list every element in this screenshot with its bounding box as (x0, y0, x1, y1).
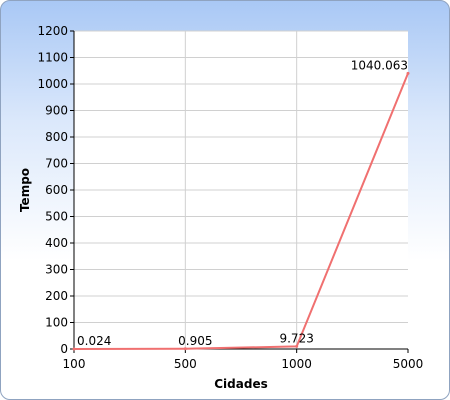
y-tick-label: 600 (45, 183, 68, 197)
y-tick-label: 900 (45, 104, 68, 118)
y-tick-label: 1000 (37, 77, 68, 91)
y-tick-label: 200 (45, 289, 68, 303)
data-label: 0.024 (77, 334, 111, 348)
data-labels: 0.024 0.905 9.723 1040.063 (77, 58, 408, 348)
data-point (72, 347, 76, 351)
y-axis-ticks: 0 100 200 300 400 500 600 700 800 900 1000 1100 1200 (37, 24, 74, 356)
data-point (406, 71, 410, 75)
x-tick-label: 100 (63, 357, 86, 371)
y-tick-label: 700 (45, 157, 68, 171)
y-tick-label: 800 (45, 130, 68, 144)
x-axis-title: Cidades (214, 377, 267, 391)
y-tick-label: 1100 (37, 51, 68, 65)
grid-lines (74, 30, 408, 349)
y-tick-label: 500 (45, 210, 68, 224)
data-label: 1040.063 (351, 58, 408, 72)
x-tick-label: 500 (174, 357, 197, 371)
data-label: 0.905 (178, 334, 212, 348)
data-point (183, 347, 187, 351)
series-group (72, 71, 410, 351)
x-tick-label: 5000 (393, 357, 424, 371)
x-axis-ticks: 100 500 1000 5000 (63, 349, 424, 371)
y-tick-label: 0 (60, 342, 68, 356)
y-tick-label: 300 (45, 263, 68, 277)
y-tick-label: 100 (45, 316, 68, 330)
data-point (295, 344, 299, 348)
y-tick-label: 1200 (37, 24, 68, 38)
series-line (73, 73, 409, 350)
data-label: 9.723 (279, 331, 313, 345)
y-axis-title: Tempo (18, 168, 32, 212)
y-tick-label: 400 (45, 236, 68, 250)
x-tick-label: 1000 (281, 357, 312, 371)
